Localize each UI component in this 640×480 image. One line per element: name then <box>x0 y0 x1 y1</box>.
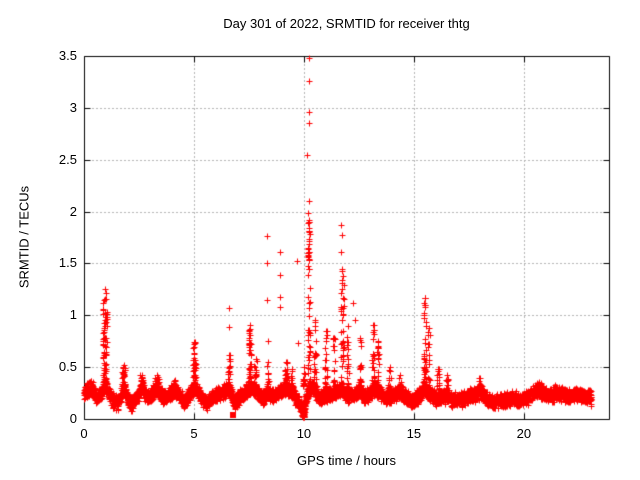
y-tick-label: 3.5 <box>58 48 77 63</box>
y-tick-label: 3 <box>69 99 77 115</box>
x-tick-label: 5 <box>190 426 198 441</box>
x-tick-label: 10 <box>296 426 312 441</box>
x-tick-label: 0 <box>80 426 88 441</box>
x-tick-label: 15 <box>406 426 422 441</box>
y-axis-label-text: SRMTID / TECUs <box>16 185 32 289</box>
y-tick-label: 2 <box>69 203 77 219</box>
y-tick-label: 2.5 <box>58 151 77 167</box>
x-tick-label: 20 <box>516 426 532 441</box>
y-tick-label: 0 <box>69 411 77 426</box>
chart-title: Day 301 of 2022, SRMTID for receiver tht… <box>223 16 470 31</box>
y-tick-label: 1 <box>69 307 77 323</box>
y-tick-label: 0.5 <box>58 359 77 375</box>
x-axis-label: GPS time / hours <box>297 453 396 468</box>
y-tick-label: 1.5 <box>58 255 77 271</box>
